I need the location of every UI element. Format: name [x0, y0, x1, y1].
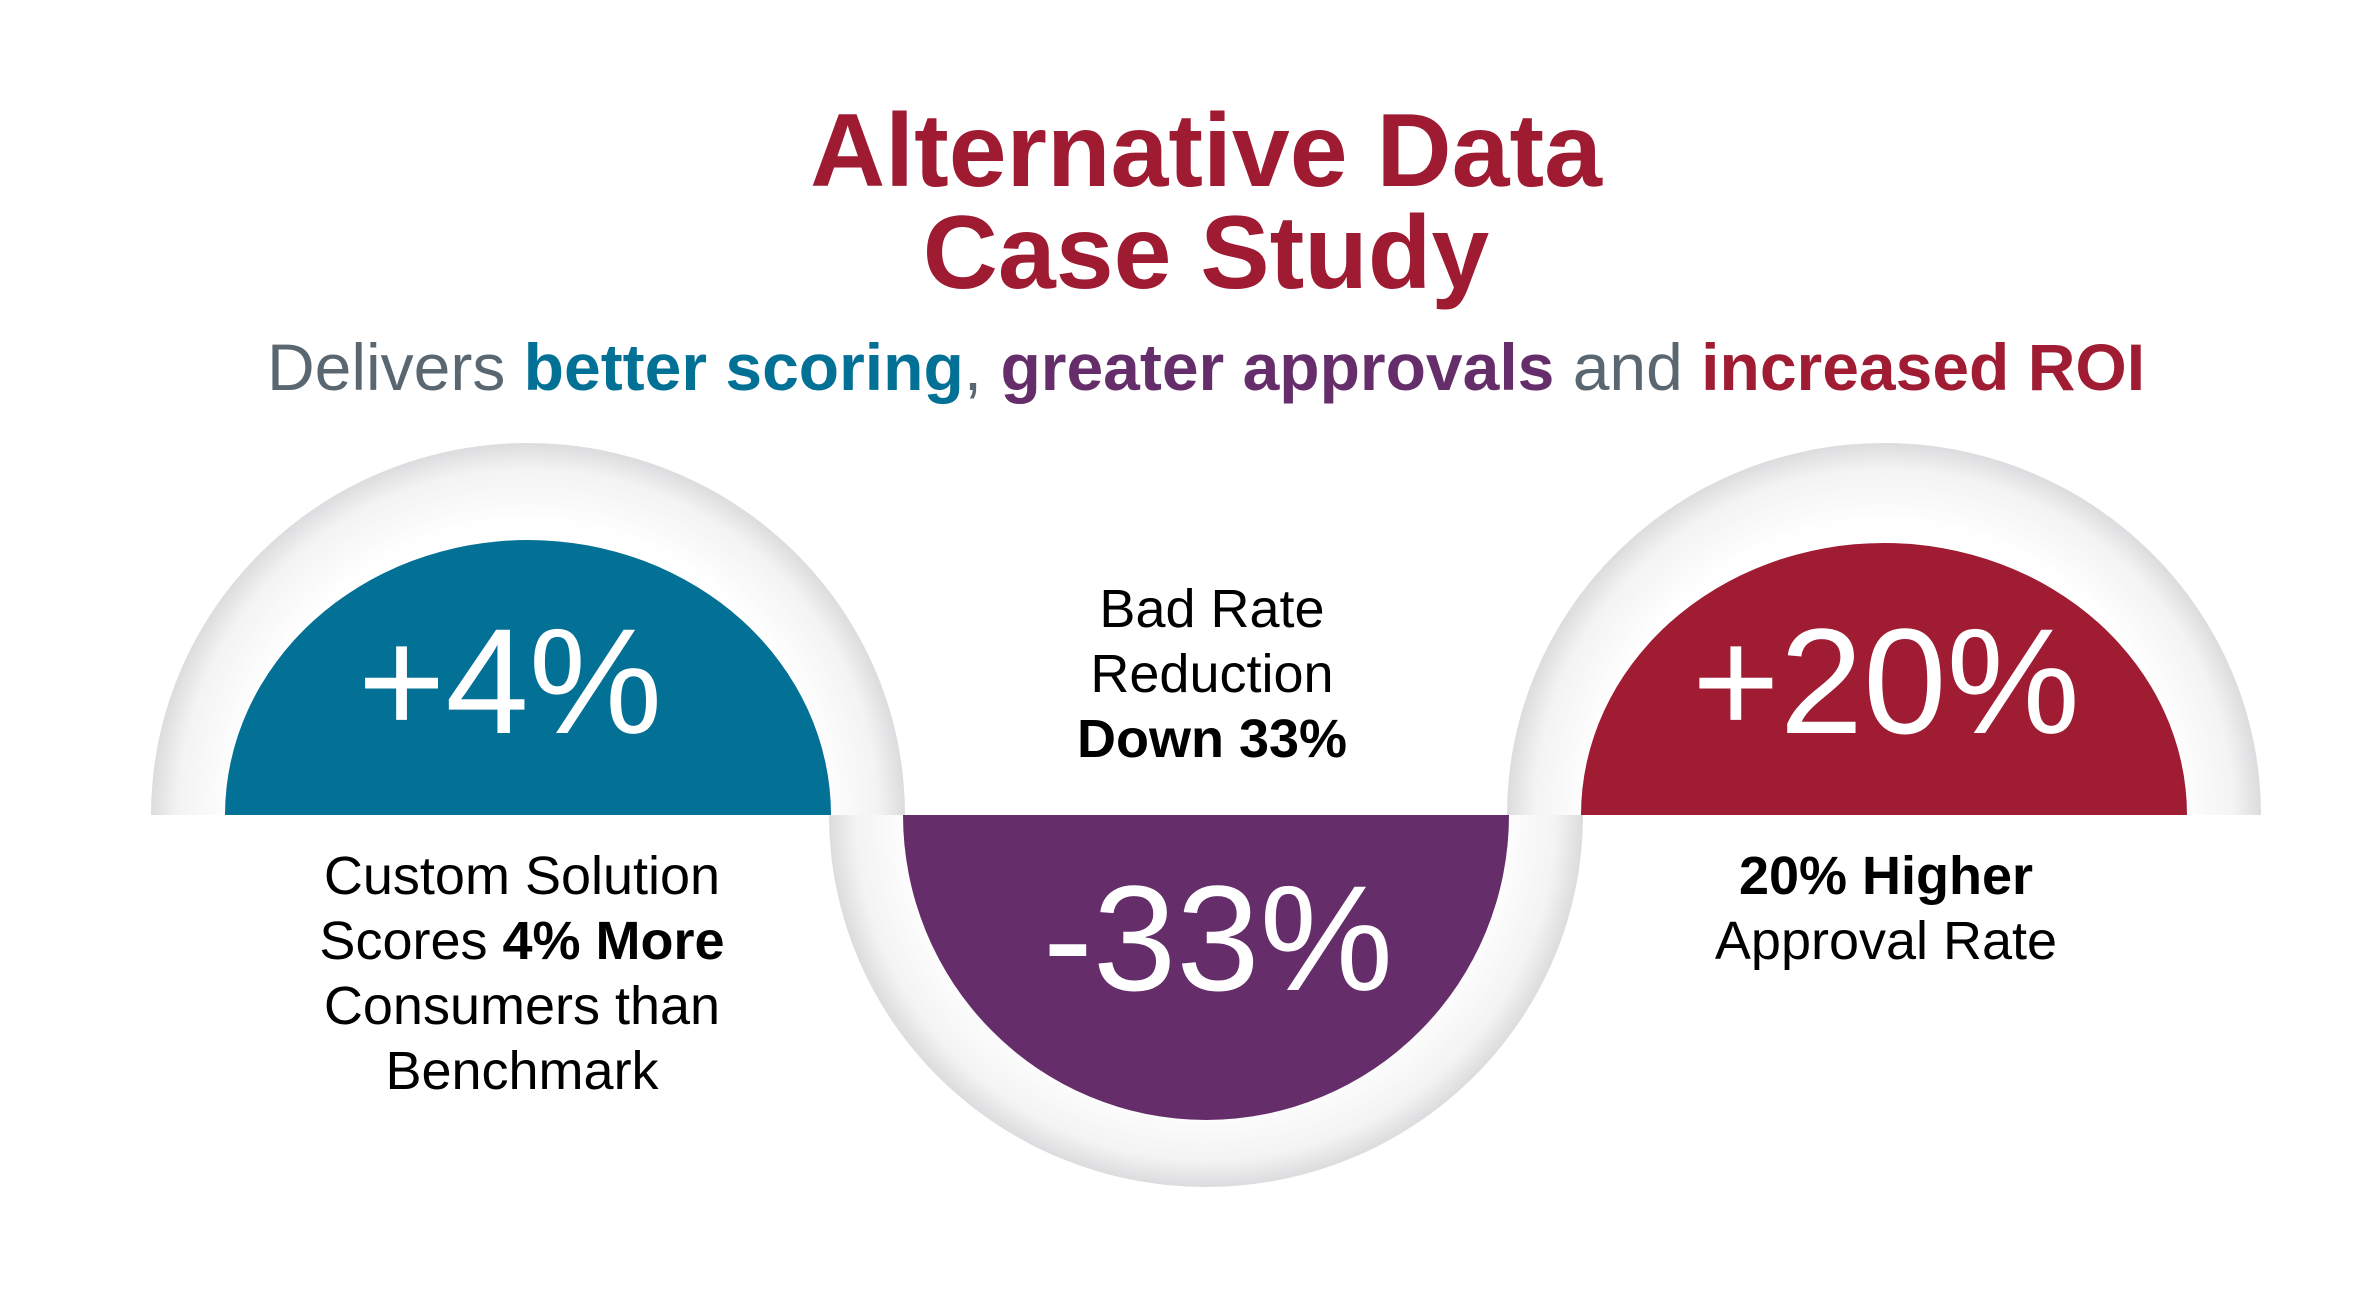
metric-description-score: Custom Solution Scores 4% More Consumers… [319, 846, 724, 1101]
subtitle-greater-approvals: greater approvals [1000, 330, 1554, 404]
metric-description-bad-rate: Bad Rate Reduction Down 33% [1077, 579, 1347, 769]
subtitle-better-scoring: better scoring [524, 330, 964, 404]
subtitle-prefix: Delivers [267, 330, 524, 404]
desc-line: 20% Higher [1739, 846, 2033, 906]
subtitle-sep-1: , [964, 330, 1001, 404]
desc-text: Scores [319, 911, 502, 971]
desc-line: Down 33% [1077, 709, 1347, 769]
desc-line: Consumers than [324, 976, 720, 1036]
metric-description-approval: 20% Higher Approval Rate [1715, 846, 2057, 971]
metric-value-bad-rate: -33% [1043, 854, 1393, 1022]
subtitle-increased-roi: increased ROI [1701, 330, 2145, 404]
title-line-1: Alternative Data [810, 93, 1603, 209]
desc-bold: 4% More [503, 911, 725, 971]
desc-line: Reduction [1090, 644, 1333, 704]
desc-line: Benchmark [385, 1041, 659, 1101]
subtitle-sep-2: and [1554, 330, 1701, 404]
desc-line: Approval Rate [1715, 911, 2057, 971]
metric-value-approval: +20% [1692, 597, 2080, 765]
metric-blue-dome [225, 540, 831, 815]
metric-purple-bowl [903, 815, 1509, 1120]
desc-line: Bad Rate [1099, 579, 1324, 639]
desc-line: Scores 4% More [319, 911, 724, 971]
metric-value-score: +4% [358, 597, 662, 765]
desc-line: Custom Solution [324, 846, 720, 906]
subtitle: Delivers better scoring, greater approva… [267, 330, 2145, 404]
metric-red-dome [1581, 543, 2187, 815]
title-line-2: Case Study [923, 195, 1490, 311]
